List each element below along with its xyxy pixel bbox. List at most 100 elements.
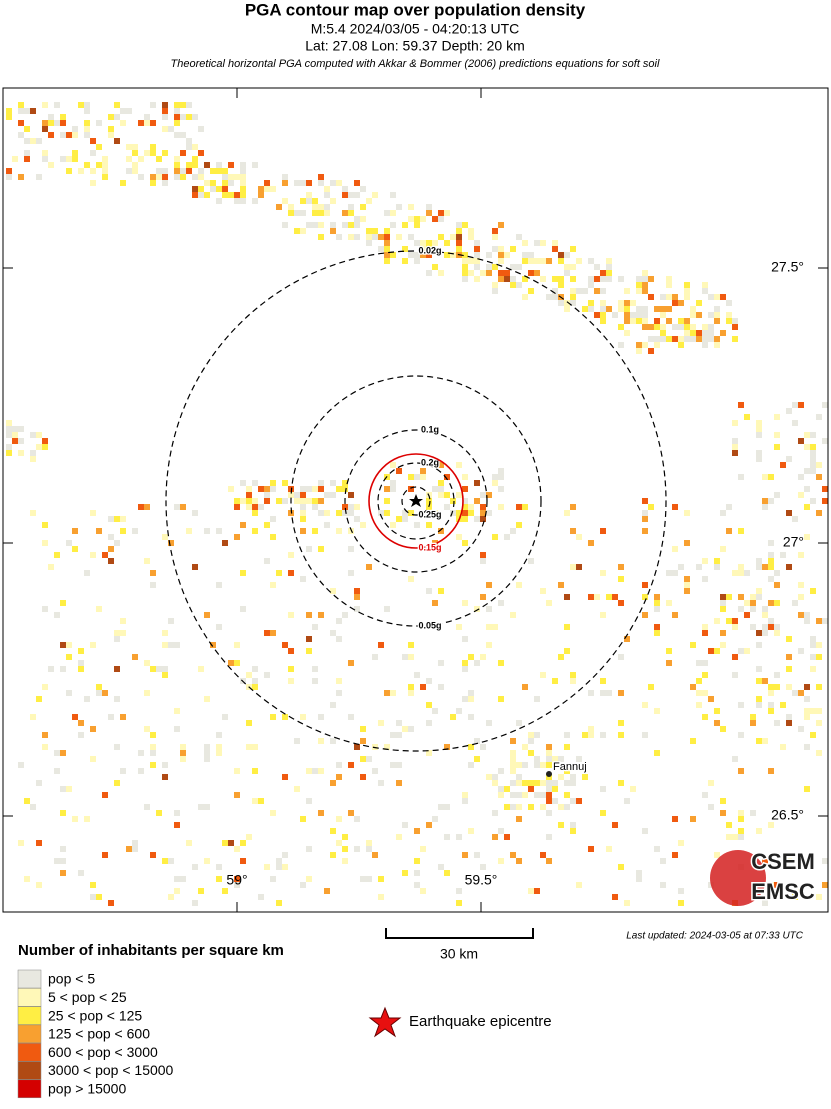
population-cell xyxy=(534,762,540,768)
population-cell xyxy=(300,210,306,216)
population-cell xyxy=(510,792,516,798)
population-cell xyxy=(426,240,432,246)
population-cell xyxy=(72,714,78,720)
population-cell xyxy=(498,252,504,258)
population-cell xyxy=(396,762,402,768)
population-cell xyxy=(156,156,162,162)
population-cell xyxy=(462,486,468,492)
population-cell xyxy=(738,810,744,816)
population-cell xyxy=(378,642,384,648)
population-cell xyxy=(576,288,582,294)
population-cell xyxy=(546,834,552,840)
population-cell xyxy=(126,846,132,852)
population-cell xyxy=(804,744,810,750)
population-cell xyxy=(552,276,558,282)
population-cell xyxy=(66,786,72,792)
population-cell xyxy=(588,258,594,264)
population-cell xyxy=(810,456,816,462)
population-cell xyxy=(678,840,684,846)
population-cell xyxy=(114,636,120,642)
population-cell xyxy=(342,222,348,228)
population-cell xyxy=(270,810,276,816)
legend-swatch xyxy=(17,969,42,989)
population-cell xyxy=(636,348,642,354)
population-cell xyxy=(678,342,684,348)
population-cell xyxy=(72,546,78,552)
population-cell xyxy=(678,888,684,894)
population-cell xyxy=(756,696,762,702)
population-cell xyxy=(168,894,174,900)
population-cell xyxy=(684,510,690,516)
population-cell xyxy=(174,810,180,816)
population-cell xyxy=(174,888,180,894)
population-cell xyxy=(582,288,588,294)
population-cell xyxy=(84,162,90,168)
population-cell xyxy=(720,606,726,612)
population-cell xyxy=(132,840,138,846)
population-cell xyxy=(774,684,780,690)
population-cell xyxy=(510,528,516,534)
population-cell xyxy=(690,684,696,690)
population-cell xyxy=(816,618,822,624)
population-cell xyxy=(588,726,594,732)
population-cell xyxy=(222,180,228,186)
population-cell xyxy=(546,792,552,798)
population-cell xyxy=(822,618,828,624)
population-cell xyxy=(162,102,168,108)
population-cell xyxy=(792,420,798,426)
population-cell xyxy=(702,324,708,330)
population-cell xyxy=(342,480,348,486)
population-cell xyxy=(360,774,366,780)
population-cell xyxy=(252,684,258,690)
population-cell xyxy=(576,534,582,540)
population-cell xyxy=(534,756,540,762)
population-cell xyxy=(246,492,252,498)
population-cell xyxy=(600,270,606,276)
population-cell xyxy=(420,846,426,852)
population-cell xyxy=(240,186,246,192)
population-cell xyxy=(696,312,702,318)
population-cell xyxy=(708,336,714,342)
population-cell xyxy=(162,762,168,768)
population-cell xyxy=(804,684,810,690)
population-cell xyxy=(300,528,306,534)
population-cell xyxy=(564,780,570,786)
population-cell xyxy=(384,690,390,696)
population-cell xyxy=(618,576,624,582)
population-cell xyxy=(114,780,120,786)
population-cell xyxy=(540,240,546,246)
population-cell xyxy=(516,282,522,288)
population-cell xyxy=(570,678,576,684)
epicentre xyxy=(409,494,423,507)
population-cell xyxy=(294,492,300,498)
population-cell xyxy=(654,708,660,714)
population-cell xyxy=(144,726,150,732)
population-cell xyxy=(282,174,288,180)
population-cell xyxy=(522,792,528,798)
population-cell xyxy=(42,150,48,156)
population-cell xyxy=(570,828,576,834)
population-cell xyxy=(462,474,468,480)
population-cell xyxy=(768,822,774,828)
population-cell xyxy=(480,504,486,510)
population-cell xyxy=(414,474,420,480)
population-cell xyxy=(810,636,816,642)
population-cell xyxy=(480,594,486,600)
population-cell xyxy=(12,426,18,432)
population-cell xyxy=(804,696,810,702)
population-cell xyxy=(546,780,552,786)
population-cell xyxy=(552,798,558,804)
population-cell xyxy=(510,738,516,744)
population-cell xyxy=(42,606,48,612)
population-cell xyxy=(174,822,180,828)
population-cell xyxy=(42,120,48,126)
population-cell xyxy=(732,444,738,450)
population-cell xyxy=(264,486,270,492)
population-cell xyxy=(90,642,96,648)
population-cell xyxy=(570,504,576,510)
population-cell xyxy=(366,240,372,246)
population-cell xyxy=(126,144,132,150)
population-cell xyxy=(252,504,258,510)
population-cell xyxy=(642,270,648,276)
population-cell xyxy=(786,510,792,516)
